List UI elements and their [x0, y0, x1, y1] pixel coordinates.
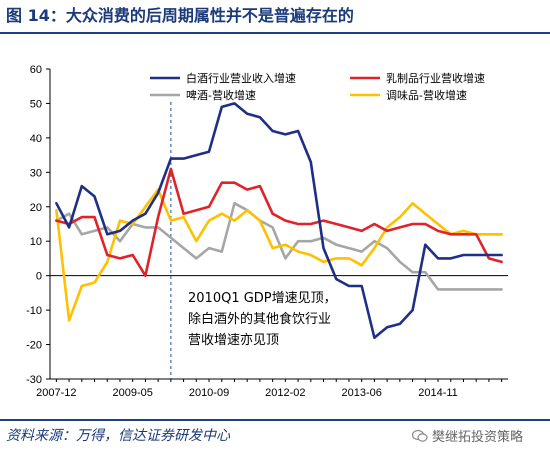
y-tick-label: -30 [26, 374, 42, 386]
legend-label-dairy: 乳制品行业营收增速 [386, 71, 485, 85]
legend-label-condiment: 调味品-营收增速 [386, 88, 467, 102]
watermark-text: 樊继拓投资策略 [432, 430, 524, 445]
y-tick-label: 0 [36, 271, 42, 283]
figure-title: 图 14：大众消费的后周期属性并不是普遍存在的 [6, 6, 354, 25]
x-tick-label: 2013-06 [342, 387, 382, 399]
y-tick-label: 60 [30, 64, 42, 76]
chart-axes: -30 -20 -10 0 10 20 30 40 50 60 2007-12 2009-05 2010… [26, 64, 508, 399]
series-line-baijiu [55, 102, 503, 340]
x-tick-label: 2014-11 [418, 387, 458, 399]
series-line-beer [55, 202, 503, 291]
wechat-icon [412, 429, 428, 442]
y-tick-label: -20 [26, 340, 42, 352]
y-tick-label: 20 [30, 202, 42, 214]
annotation-line-2: 除白酒外的其他食饮行业 [188, 311, 331, 327]
y-tick-label: 10 [30, 236, 42, 248]
top-rule [0, 32, 550, 34]
line-chart: -30 -20 -10 0 10 20 30 40 50 60 2007-12 2009-05 2010… [26, 64, 508, 399]
y-tick-label: 30 [30, 167, 42, 179]
legend-label-baijiu: 白酒行业营业收入增速 [186, 71, 296, 85]
x-tick-label: 2009-05 [113, 387, 153, 399]
annotation-group: 2010Q1 GDP增速见顶， 除白酒外的其他食饮行业 营收增速亦见顶 [188, 291, 337, 348]
y-tick-label: 50 [30, 98, 42, 110]
x-tick-label: 2007-12 [36, 387, 76, 399]
series-lines [55, 102, 503, 340]
series-line-dairy [55, 167, 503, 277]
y-tick-label: 40 [30, 133, 42, 145]
watermark: 樊继拓投资策略 [412, 426, 523, 445]
x-tick-label: 2010-09 [189, 387, 229, 399]
x-tick-label: 2012-02 [265, 387, 305, 399]
y-tick-label: -10 [26, 305, 42, 317]
annotation-line-3: 营收增速亦见顶 [188, 332, 279, 348]
bottom-rule [0, 419, 550, 421]
annotation-line-1: 2010Q1 GDP增速见顶， [188, 291, 337, 306]
legend-label-beer: 啤酒-营收增速 [186, 88, 256, 102]
source-note: 资料来源：万得，信达证券研发中心 [6, 428, 230, 444]
